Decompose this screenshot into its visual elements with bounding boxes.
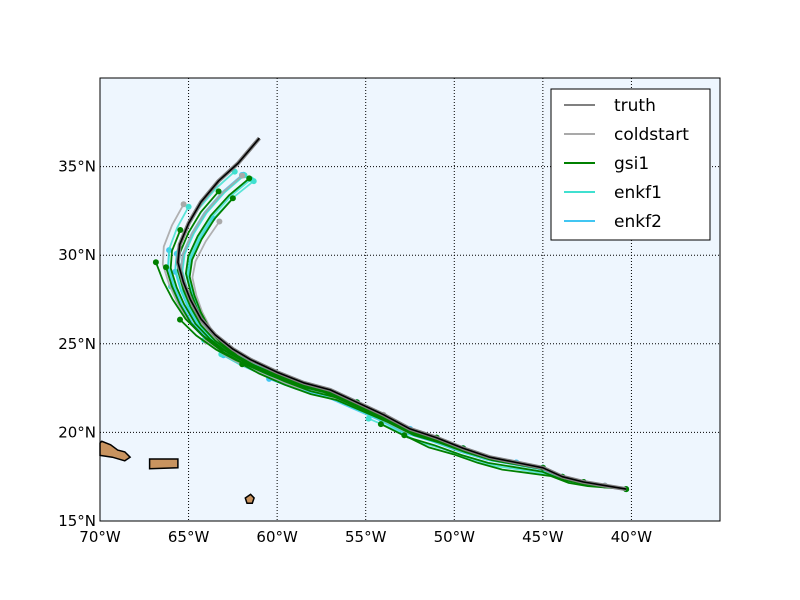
x-tick-label: 45°W [522, 528, 564, 546]
enkf1-point [365, 415, 372, 422]
truth-track [175, 136, 627, 492]
land-puerto-rico [148, 458, 179, 470]
land-layer [99, 440, 255, 505]
gsi1-track [188, 197, 584, 483]
coldstart-point [239, 172, 246, 179]
gsi1-point [377, 421, 384, 428]
legend: truth coldstart gsi1 enkf1 enkf2 [550, 88, 711, 241]
y-tick-label: 25°N [58, 335, 96, 353]
gsi1-point [163, 264, 169, 271]
land-guadeloupe [244, 493, 255, 505]
y-tick-label: 15°N [58, 512, 96, 530]
x-tick-label: 55°W [345, 528, 387, 546]
gsi1-point [215, 188, 222, 195]
gsi1-track [403, 434, 627, 490]
x-tick-label: 60°W [256, 528, 298, 546]
legend-label: gsi1 [614, 154, 649, 174]
legend-label: enkf1 [614, 183, 662, 203]
legend-label: coldstart [614, 125, 689, 145]
x-tick-label: 70°W [79, 528, 121, 546]
y-tick-label: 20°N [58, 423, 96, 441]
legend-label: enkf2 [614, 212, 662, 232]
x-tick-label: 40°W [611, 528, 653, 546]
enkf1-point [185, 203, 192, 210]
legend-label: truth [614, 96, 656, 116]
x-tick-label: 65°W [168, 528, 210, 546]
coldstart-point [216, 218, 223, 225]
gsi1-point [246, 175, 253, 182]
map-frame [99, 77, 721, 522]
longitude-ticks: 70°W 65°W 60°W 55°W 50°W 45°W 40°W [79, 528, 652, 546]
gsi1-point [229, 195, 236, 202]
gsi1-point [152, 259, 159, 266]
gsi1-point [177, 227, 184, 233]
y-tick-label: 35°N [58, 158, 96, 176]
latitude-ticks: 15°N 20°N 25°N 30°N 35°N [58, 158, 96, 530]
x-tick-label: 50°W [434, 528, 476, 546]
y-tick-label: 30°N [58, 246, 96, 264]
truth-track-line [177, 137, 627, 490]
gsi1-point [177, 316, 183, 323]
coldstart-point [180, 201, 187, 208]
legend-box [550, 88, 711, 241]
land-hispaniola [99, 440, 132, 462]
